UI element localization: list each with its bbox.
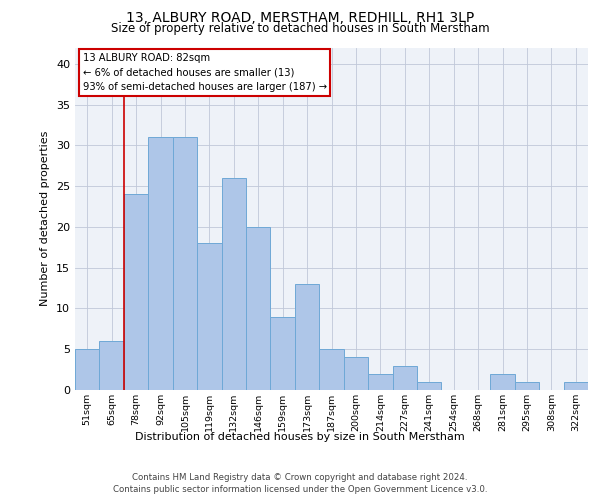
Bar bbox=[75, 349, 100, 390]
Bar bbox=[563, 382, 588, 390]
Text: 13 ALBURY ROAD: 82sqm
← 6% of detached houses are smaller (13)
93% of semi-detac: 13 ALBURY ROAD: 82sqm ← 6% of detached h… bbox=[83, 52, 327, 92]
Bar bbox=[271, 316, 295, 390]
Bar bbox=[295, 284, 319, 390]
Bar bbox=[319, 349, 344, 390]
Text: 13, ALBURY ROAD, MERSTHAM, REDHILL, RH1 3LP: 13, ALBURY ROAD, MERSTHAM, REDHILL, RH1 … bbox=[126, 11, 474, 25]
Bar bbox=[100, 341, 124, 390]
Bar bbox=[124, 194, 148, 390]
Bar bbox=[197, 243, 221, 390]
Text: Contains HM Land Registry data © Crown copyright and database right 2024.: Contains HM Land Registry data © Crown c… bbox=[132, 472, 468, 482]
Bar bbox=[246, 227, 271, 390]
Text: Distribution of detached houses by size in South Merstham: Distribution of detached houses by size … bbox=[135, 432, 465, 442]
Bar bbox=[221, 178, 246, 390]
Bar bbox=[368, 374, 392, 390]
Bar bbox=[173, 137, 197, 390]
Bar bbox=[490, 374, 515, 390]
Bar bbox=[344, 358, 368, 390]
Y-axis label: Number of detached properties: Number of detached properties bbox=[40, 131, 50, 306]
Bar bbox=[417, 382, 442, 390]
Bar bbox=[515, 382, 539, 390]
Bar bbox=[392, 366, 417, 390]
Text: Contains public sector information licensed under the Open Government Licence v3: Contains public sector information licen… bbox=[113, 485, 487, 494]
Bar bbox=[148, 137, 173, 390]
Text: Size of property relative to detached houses in South Merstham: Size of property relative to detached ho… bbox=[110, 22, 490, 35]
